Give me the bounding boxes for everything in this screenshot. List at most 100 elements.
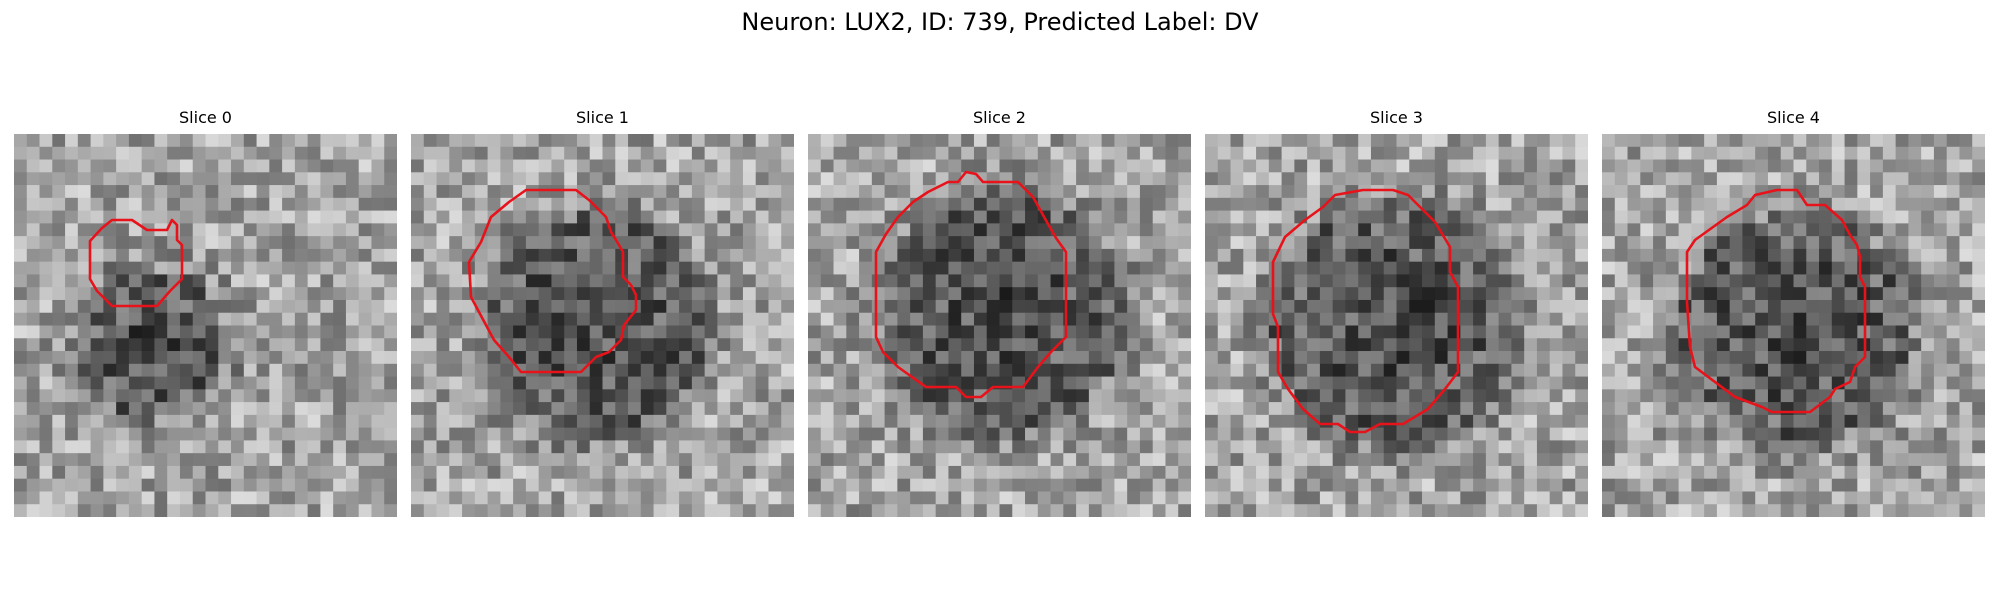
pixel [1806, 236, 1820, 250]
pixel [1627, 325, 1641, 339]
pixel [1895, 325, 1909, 339]
pixel [525, 312, 540, 326]
pixel [52, 236, 66, 250]
pixel [345, 376, 360, 390]
pixel [449, 134, 463, 148]
pixel [192, 248, 206, 263]
pixel [128, 248, 143, 263]
pixel [602, 261, 616, 275]
pixel [1205, 159, 1219, 173]
pixel [1460, 402, 1474, 416]
pixel [411, 172, 425, 186]
pixel [1050, 185, 1064, 199]
pixel [1243, 325, 1257, 339]
pixel [1498, 376, 1512, 390]
pixel [628, 172, 642, 186]
pixel [1063, 376, 1077, 390]
pixel [269, 185, 283, 199]
pixel [859, 210, 873, 224]
pixel [384, 414, 397, 429]
pixel [1653, 351, 1667, 365]
pixel [231, 338, 245, 352]
pixel [846, 261, 860, 275]
pixel [1704, 210, 1718, 224]
pixel [269, 146, 283, 160]
pixel [1409, 504, 1423, 517]
pixel [1498, 185, 1512, 199]
pixel [294, 351, 309, 365]
pixel [691, 440, 706, 454]
pixel [1857, 223, 1871, 237]
pixel [602, 389, 616, 403]
pixel [1434, 427, 1448, 441]
pixel [1524, 134, 1538, 148]
pixel [1076, 402, 1090, 416]
pixel [1409, 427, 1423, 441]
pixel [462, 453, 476, 467]
pixel [1793, 427, 1807, 441]
pixel [1908, 134, 1922, 148]
pixel [294, 325, 309, 339]
pixel [1665, 376, 1679, 390]
pixel [231, 185, 245, 199]
pixel [333, 325, 347, 339]
pixel [1165, 491, 1179, 505]
pixel [320, 376, 334, 390]
pixel [1422, 261, 1436, 275]
pixel [384, 325, 397, 339]
pixel [755, 185, 769, 199]
pixel [1511, 185, 1525, 199]
pixel [1549, 287, 1563, 301]
pixel [231, 402, 245, 416]
pixel [1076, 478, 1090, 492]
pixel [871, 146, 885, 160]
pixel [833, 491, 847, 505]
pixel [358, 389, 372, 403]
pixel [1076, 172, 1090, 186]
pixel [986, 287, 1000, 301]
pixel [487, 414, 501, 429]
slice-image-2 [808, 134, 1191, 517]
pixel [717, 146, 731, 160]
pixel [1139, 274, 1154, 288]
pixel [1485, 185, 1500, 199]
pixel [922, 197, 937, 211]
pixel [576, 312, 591, 326]
pixel [1972, 402, 1985, 416]
pixel [1370, 146, 1385, 160]
pixel [1870, 414, 1884, 429]
pixel [141, 236, 155, 250]
pixel [320, 414, 334, 429]
pixel [1665, 478, 1679, 492]
pixel [1549, 363, 1563, 377]
pixel [1857, 146, 1871, 160]
pixel [1933, 261, 1948, 275]
pixel [768, 427, 782, 441]
pixel [1908, 287, 1922, 301]
pixel [897, 376, 911, 390]
pixel [1294, 159, 1308, 173]
pixel [551, 197, 565, 211]
pixel [1908, 440, 1922, 454]
pixel [602, 287, 616, 301]
pixel [1755, 351, 1769, 365]
pixel [1165, 363, 1179, 377]
pixel [192, 134, 206, 148]
pixel [294, 427, 309, 441]
pixel [128, 159, 143, 173]
pixel [282, 210, 296, 224]
pixel [1127, 427, 1141, 441]
pixel [1742, 325, 1756, 339]
pixel [154, 338, 168, 352]
pixel [294, 159, 309, 173]
pixel [1114, 363, 1128, 377]
pixel [884, 402, 898, 416]
pixel [922, 236, 937, 250]
pixel [1511, 287, 1525, 301]
pixel [154, 504, 168, 517]
pixel [462, 504, 476, 517]
pixel [1511, 172, 1525, 186]
pixel [1101, 287, 1115, 301]
pixel [589, 440, 603, 454]
pixel [77, 172, 91, 186]
